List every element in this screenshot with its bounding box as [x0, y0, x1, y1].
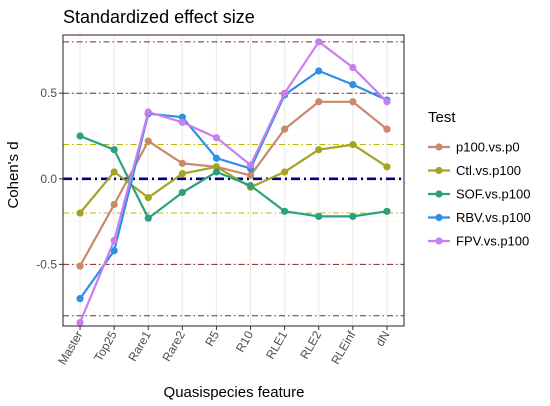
- legend: Test p100.vs.p0 Ctl.vs.p100 SOF.vs.p100 RBV…: [428, 109, 531, 249]
- data-point: [178, 159, 186, 167]
- data-point: [76, 262, 84, 270]
- legend-entry: SOF.vs.p100: [428, 187, 530, 202]
- x-tick-label: RLE1: [263, 328, 290, 361]
- data-point: [349, 81, 357, 89]
- y-tick-label: -0.5: [36, 257, 57, 271]
- data-point: [383, 125, 391, 133]
- legend-key-point: [435, 213, 443, 222]
- legend-key-point: [435, 143, 443, 151]
- data-point: [178, 170, 186, 178]
- x-tick-label: RLE2: [297, 328, 324, 361]
- legend-label: SOF.vs.p100: [456, 187, 530, 202]
- legend-label: p100.vs.p0: [456, 140, 520, 155]
- data-point: [212, 168, 221, 176]
- legend-label: RBV.vs.p100: [456, 210, 531, 225]
- data-point: [144, 194, 152, 202]
- series-line: [79, 100, 388, 267]
- data-point: [144, 214, 152, 222]
- plot-border: [62, 34, 405, 327]
- legend-key-point: [435, 190, 443, 198]
- data-point: [178, 113, 186, 121]
- data-point: [315, 98, 323, 106]
- data-point: [315, 146, 323, 154]
- legend-entry: Ctl.vs.p100: [428, 163, 521, 178]
- data-point: [349, 98, 357, 106]
- legend-key-point: [435, 166, 443, 175]
- data-point: [315, 212, 323, 221]
- data-point: [76, 318, 84, 327]
- data-point: [349, 63, 357, 72]
- data-point: [383, 98, 391, 106]
- data-point: [76, 295, 84, 303]
- legend-key-point: [435, 237, 443, 245]
- data-point: [281, 207, 289, 215]
- x-tick-label: Rare2: [159, 328, 188, 364]
- legend-label: Ctl.vs.p100: [456, 163, 521, 178]
- y-axis-title: Cohen's d: [5, 141, 22, 208]
- data-point: [315, 67, 323, 75]
- data-point: [76, 132, 84, 140]
- data-point: [349, 212, 357, 221]
- data-point: [246, 182, 255, 190]
- data-point: [281, 125, 289, 133]
- series-FPV.vs.p100: [76, 38, 391, 327]
- data-point: [110, 236, 118, 245]
- data-point: [144, 108, 152, 116]
- data-point: [110, 146, 118, 154]
- data-point: [383, 163, 391, 171]
- data-point: [383, 207, 391, 215]
- data-point: [246, 161, 255, 169]
- legend-entry: RBV.vs.p100: [428, 210, 531, 225]
- data-point: [246, 171, 255, 179]
- data-point: [212, 163, 221, 171]
- data-point: [110, 247, 118, 255]
- grid: [63, 35, 404, 326]
- legend-entry: FPV.vs.p100: [428, 234, 529, 249]
- data-point: [144, 137, 152, 145]
- y-tick-label: 0.0: [40, 172, 57, 186]
- data-point: [281, 89, 289, 97]
- x-tick-label: dN: [373, 329, 393, 349]
- plot-area: -0.5 0.0 0.5 Master Top25 Rare1 Rare2 R5 R10 RLE1…: [36, 34, 405, 368]
- data-point: [76, 209, 84, 217]
- series-line: [79, 69, 388, 300]
- data-point: [178, 188, 186, 197]
- x-tick-label: R10: [233, 328, 256, 354]
- series-line: [78, 40, 388, 324]
- data-point: [110, 200, 118, 209]
- chart-title: Standardized effect size: [63, 7, 255, 27]
- data-point: [349, 140, 357, 149]
- x-tick-label: Top25: [91, 328, 120, 364]
- x-tick-label: Master: [55, 329, 85, 368]
- y-tick-label: 0.5: [40, 86, 57, 100]
- data-point: [212, 134, 221, 142]
- series-p100.vs.p0: [76, 98, 391, 270]
- x-tick-label: R5: [202, 328, 222, 349]
- x-axis-title: Quasispecies feature: [164, 384, 305, 401]
- legend-label: FPV.vs.p100: [456, 234, 529, 249]
- legend-title: Test: [428, 109, 456, 126]
- x-tick-label: Rare1: [125, 328, 154, 364]
- data-point: [281, 168, 289, 176]
- data-point: [212, 154, 221, 162]
- data-point: [110, 168, 118, 176]
- legend-entry: p100.vs.p0: [428, 140, 520, 155]
- x-tick-label: RLEinf: [328, 328, 358, 367]
- data-point: [178, 118, 186, 126]
- data-point: [315, 38, 323, 46]
